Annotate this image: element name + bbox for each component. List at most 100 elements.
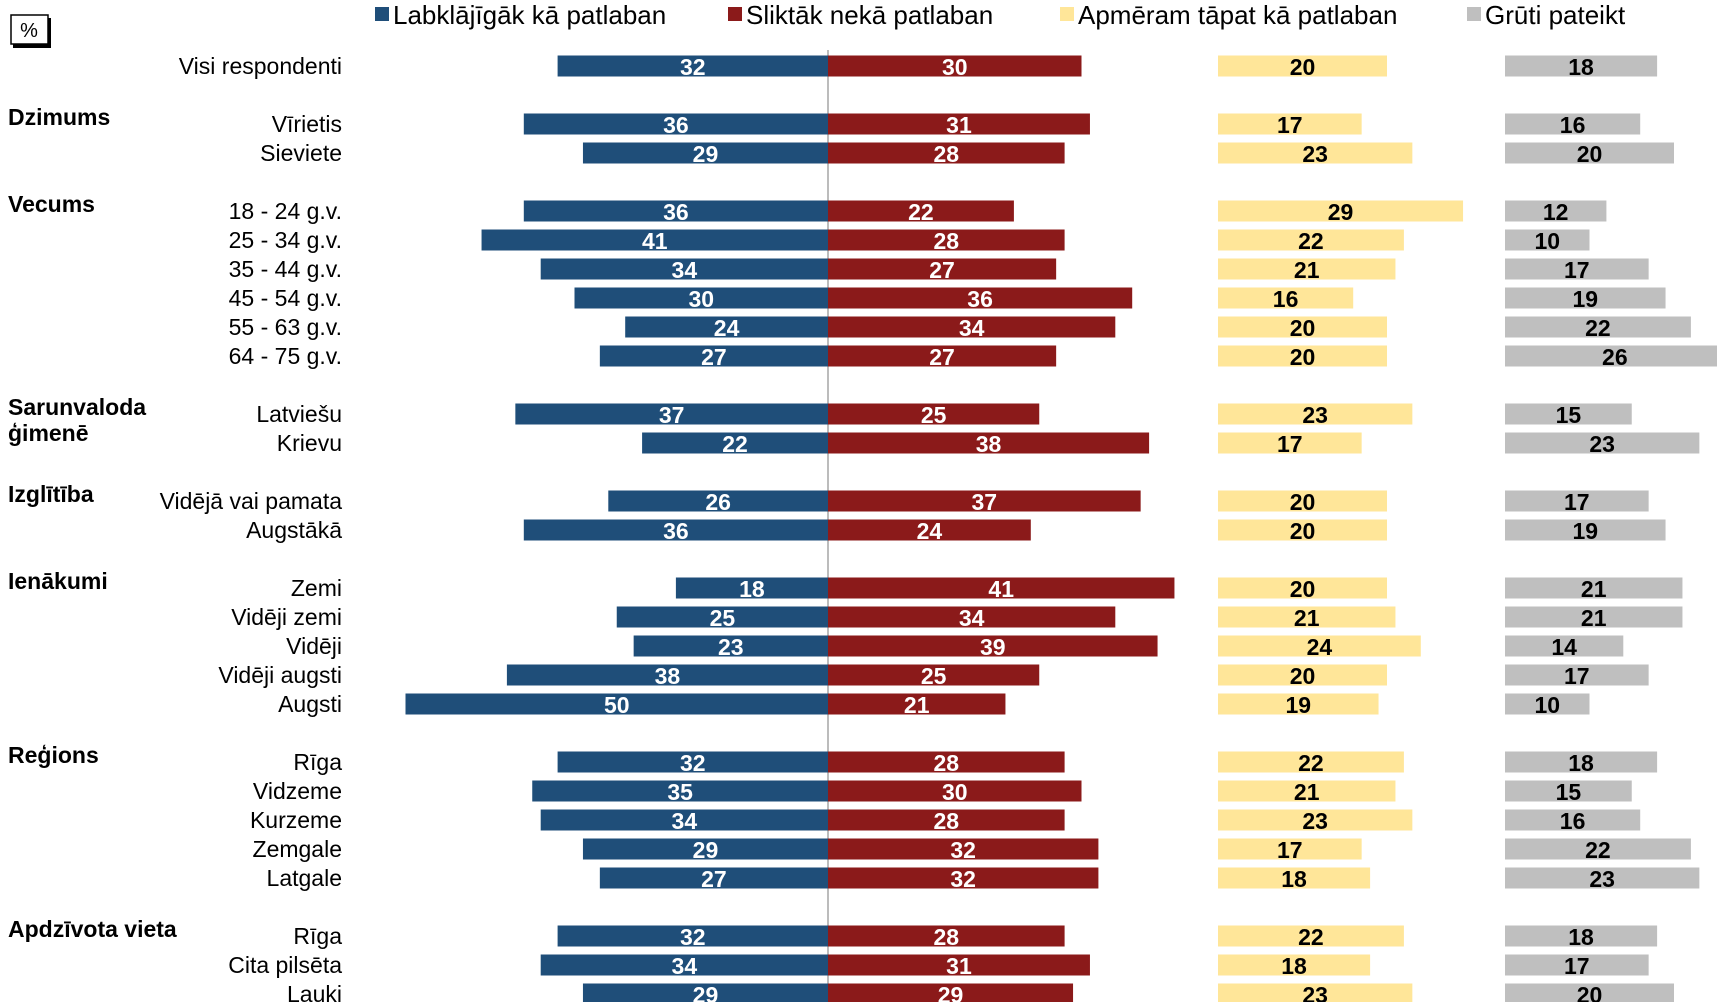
data-label: 34 (959, 315, 985, 341)
data-label: 30 (942, 54, 968, 80)
row-label: Augsti (278, 691, 342, 717)
bar-worse (828, 113, 1090, 135)
group-heading: Dzimums (8, 104, 110, 130)
data-label: 19 (1572, 518, 1598, 544)
legend: Labklājīgāk kā patlaban Sliktāk nekā patl… (375, 0, 1626, 30)
data-label: 36 (663, 112, 689, 138)
row-label: Vidzeme (253, 778, 342, 804)
bar-same (1218, 664, 1387, 686)
bar-better (540, 954, 828, 976)
group-heading: Ienākumi (8, 568, 108, 594)
bar-worse (828, 664, 1040, 686)
data-label: 21 (904, 692, 930, 718)
data-label: 39 (980, 634, 1006, 660)
row-label: 25 - 34 g.v. (229, 227, 342, 253)
bar-worse (828, 809, 1065, 831)
bar-hard-to-say (1505, 345, 1717, 367)
data-label: 21 (1294, 779, 1320, 805)
data-label: 38 (976, 431, 1002, 457)
data-label: 36 (663, 199, 689, 225)
bar-same (1218, 693, 1379, 715)
bar-worse (828, 258, 1057, 280)
bar-better (608, 490, 828, 512)
legend-label: Grūti pateikt (1485, 0, 1626, 30)
bar-better (523, 113, 828, 135)
unit-badge-text: % (20, 20, 38, 42)
data-label: 36 (663, 518, 689, 544)
row-label: Vīrietis (272, 111, 342, 137)
data-label: 22 (722, 431, 748, 457)
data-label: 35 (667, 779, 693, 805)
data-label: 21 (1581, 576, 1607, 602)
data-label: 28 (934, 228, 960, 254)
data-label: 23 (1302, 808, 1328, 834)
data-label: 37 (659, 402, 685, 428)
data-label: 32 (680, 924, 706, 950)
row-label: Krievu (277, 430, 342, 456)
bar-same (1218, 200, 1464, 222)
bar-same (1218, 287, 1354, 309)
bar-hard-to-say (1505, 519, 1666, 541)
bar-same (1218, 809, 1413, 831)
bar-same (1218, 55, 1387, 77)
bar-same (1218, 838, 1362, 860)
bar-same (1218, 142, 1413, 164)
bar-better (574, 287, 828, 309)
row-label: Latgale (267, 865, 342, 891)
bar-hard-to-say (1505, 867, 1700, 889)
bar-better (625, 316, 828, 338)
bar-hard-to-say (1505, 780, 1632, 802)
data-label: 21 (1294, 257, 1320, 283)
bar-same (1218, 490, 1387, 512)
data-label: 23 (1589, 431, 1615, 457)
data-label: 34 (959, 605, 985, 631)
data-label: 30 (942, 779, 968, 805)
legend-swatch (728, 7, 742, 21)
bar-better (633, 635, 828, 657)
legend-swatch (375, 7, 389, 21)
row-label: 35 - 44 g.v. (229, 256, 342, 282)
bar-hard-to-say (1505, 693, 1590, 715)
data-label: 25 (710, 605, 736, 631)
bar-better (557, 925, 828, 947)
bar-worse (828, 200, 1014, 222)
data-label: 41 (642, 228, 668, 254)
data-label: 23 (1302, 402, 1328, 428)
data-label: 17 (1564, 489, 1590, 515)
data-label: 28 (934, 808, 960, 834)
bar-better (506, 664, 828, 686)
bar-better (675, 577, 828, 599)
row-label: Lauki (287, 981, 342, 1002)
bar-better (599, 345, 828, 367)
legend-label: Labklājīgāk kā patlaban (393, 0, 666, 30)
bar-worse (828, 577, 1175, 599)
bar-worse (828, 983, 1074, 1002)
data-label: 26 (1602, 344, 1628, 370)
bar-better (642, 432, 828, 454)
data-label: 17 (1564, 663, 1590, 689)
data-label: 29 (938, 982, 964, 1002)
bar-worse (828, 287, 1133, 309)
data-label: 18 (1568, 750, 1594, 776)
bar-worse (828, 606, 1116, 628)
group-heading: ģimenē (8, 420, 89, 446)
data-label: 25 (921, 402, 947, 428)
data-label: 34 (672, 808, 698, 834)
data-label: 32 (950, 837, 976, 863)
bar-worse (828, 925, 1065, 947)
data-label: 14 (1551, 634, 1577, 660)
row-label: Augstākā (246, 517, 342, 543)
row-label: Vidēji (286, 633, 342, 659)
data-label: 23 (1589, 866, 1615, 892)
data-label: 17 (1277, 837, 1303, 863)
unit-badge: % (10, 14, 51, 48)
bar-worse (828, 490, 1141, 512)
legend-swatch (1467, 7, 1481, 21)
bar-same (1218, 432, 1362, 454)
group-heading: Izglītība (8, 481, 94, 507)
bar-worse (828, 345, 1057, 367)
bar-same (1218, 258, 1396, 280)
data-label: 16 (1560, 112, 1586, 138)
bar-worse (828, 142, 1065, 164)
